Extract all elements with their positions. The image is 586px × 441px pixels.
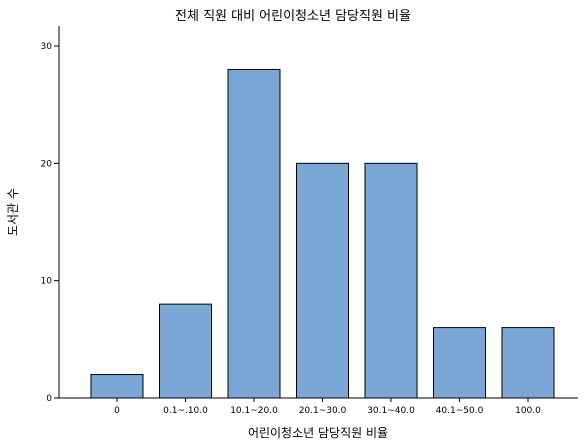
bar	[227, 68, 281, 399]
y-axis-ticks: 0 10 20 30	[41, 42, 59, 404]
x-tick-label: 10.1~20.0	[230, 406, 278, 416]
x-tick-label: 0	[114, 406, 120, 416]
x-tick-label: 20.1~30.0	[299, 406, 347, 416]
bars	[90, 68, 555, 399]
y-tick-label: 10	[41, 277, 53, 287]
y-tick-label: 30	[41, 42, 53, 52]
bar	[296, 162, 349, 399]
x-tick-label: 40.1~50.0	[436, 406, 484, 416]
bar	[501, 327, 555, 399]
bar	[90, 374, 144, 399]
bar	[364, 162, 418, 399]
x-tick-label: 100.0	[515, 406, 541, 416]
x-tick-label: 30.1~40.0	[367, 406, 415, 416]
plot-area: 0 10 20 30 0 0.1~.10.0 10.1~20.0 20.1~30.0 30.1…	[41, 26, 578, 416]
x-axis-ticks: 0 0.1~.10.0 10.1~20.0 20.1~30.0 30.1~40.0 40.…	[114, 398, 541, 416]
x-axis-label: 어린이청소년 담당직원 비율	[248, 426, 388, 440]
bar	[433, 327, 486, 399]
chart-title: 전체 직원 대비 어린이청소년 담당직원 비율	[175, 9, 411, 24]
y-tick-label: 0	[46, 394, 52, 404]
bar	[159, 303, 212, 399]
x-tick-label: 0.1~.10.0	[163, 406, 208, 416]
y-axis-label: 도서관 수	[6, 188, 20, 236]
y-tick-label: 20	[41, 159, 53, 169]
